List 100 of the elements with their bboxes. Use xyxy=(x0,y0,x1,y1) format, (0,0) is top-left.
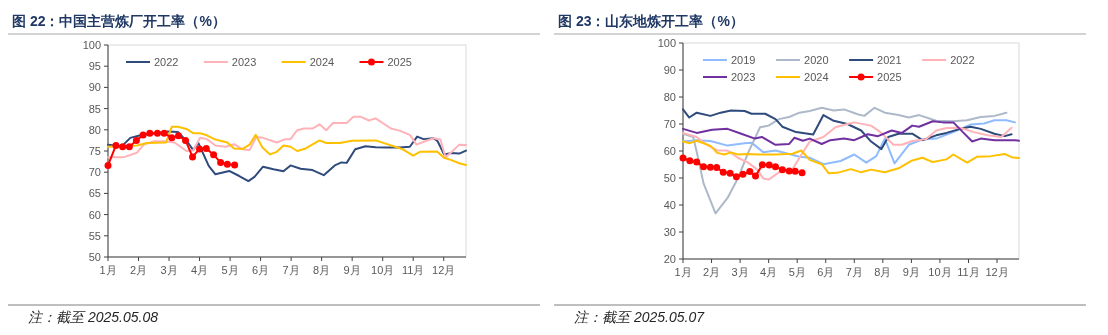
x-tick-label: 7月 xyxy=(845,266,863,278)
x-tick-label: 3月 xyxy=(160,264,178,276)
point xyxy=(112,141,120,149)
x-tick-label: 4月 xyxy=(760,266,778,278)
x-tick-label: 7月 xyxy=(282,264,300,276)
line-series xyxy=(682,106,1008,215)
point xyxy=(210,151,218,159)
y-tick-label: 65 xyxy=(88,187,101,200)
y-tick-label: 95 xyxy=(88,60,101,73)
chart-title: 图 23：山东地炼开工率（%） xyxy=(558,13,744,29)
point xyxy=(125,143,133,151)
point xyxy=(758,161,766,169)
point xyxy=(791,167,799,175)
line-series xyxy=(107,125,467,166)
x-tick-label: 5月 xyxy=(788,266,806,278)
legend-label: 2021 xyxy=(877,54,902,66)
x-tick-label: 11月 xyxy=(401,264,425,276)
x-tick-label: 6月 xyxy=(817,266,835,278)
point xyxy=(139,131,147,139)
point xyxy=(713,163,721,171)
legend-label: 2022 xyxy=(154,56,179,68)
x-tick-label: 12月 xyxy=(432,264,456,276)
point xyxy=(223,160,231,168)
x-tick-label: 12月 xyxy=(985,266,1009,278)
point xyxy=(693,158,701,166)
point xyxy=(765,161,773,169)
point xyxy=(168,134,176,142)
y-tick-label: 60 xyxy=(88,208,101,221)
chart-title: 图 22：中国主营炼厂开工率（%） xyxy=(12,13,226,29)
line-series xyxy=(107,115,467,159)
x-tick-label: 8月 xyxy=(313,264,331,276)
point xyxy=(732,173,740,181)
y-tick-label: 90 xyxy=(88,81,101,94)
legend-label: 2025 xyxy=(387,56,412,68)
y-tick-label: 55 xyxy=(88,229,101,242)
y-tick-label: 50 xyxy=(88,251,101,263)
point xyxy=(679,154,687,162)
point xyxy=(700,163,708,171)
legend-label: 2025 xyxy=(877,71,902,83)
point xyxy=(202,144,210,152)
y-tick-label: 80 xyxy=(663,91,676,103)
legend-label: 2022 xyxy=(950,54,975,66)
line-series xyxy=(682,108,1013,151)
y-tick-label: 40 xyxy=(663,199,676,211)
y-tick-label: 85 xyxy=(88,102,101,115)
x-tick-label: 11月 xyxy=(957,266,980,278)
x-tick-label: 1月 xyxy=(99,264,117,276)
x-tick-label: 10月 xyxy=(928,266,952,278)
point xyxy=(146,129,154,137)
legend-label: 2024 xyxy=(309,56,335,68)
legend-label: 2023 xyxy=(731,71,756,83)
point xyxy=(153,129,161,137)
y-tick-label: 50 xyxy=(663,172,676,184)
point xyxy=(785,167,793,175)
point xyxy=(104,161,112,169)
x-tick-label: 3月 xyxy=(731,266,749,278)
x-tick-label: 9月 xyxy=(343,264,361,276)
legend-label: 2024 xyxy=(804,71,829,83)
line-series xyxy=(107,130,467,183)
point xyxy=(706,163,714,171)
y-tick-label: 70 xyxy=(663,118,676,130)
point xyxy=(160,129,168,137)
point xyxy=(119,143,127,151)
point xyxy=(719,168,727,176)
y-tick-label: 100 xyxy=(82,39,101,51)
y-tick-label: 70 xyxy=(88,166,101,179)
point xyxy=(798,169,806,177)
y-tick-label: 60 xyxy=(663,145,676,157)
point xyxy=(231,161,239,169)
point xyxy=(217,158,225,166)
x-tick-label: 5月 xyxy=(221,264,239,276)
legend-label: 2023 xyxy=(231,56,257,68)
x-tick-label: 10月 xyxy=(371,264,395,276)
point xyxy=(132,136,140,144)
point xyxy=(686,157,694,165)
line-series xyxy=(682,119,1016,166)
x-tick-label: 2月 xyxy=(702,266,721,278)
point xyxy=(739,170,747,178)
point xyxy=(771,163,779,171)
x-tick-label: 9月 xyxy=(902,266,920,278)
text: 注：截至 2025.05.08 xyxy=(28,309,159,325)
line-series xyxy=(682,139,1020,175)
legend-label: 2019 xyxy=(731,54,756,66)
line-series xyxy=(682,121,1013,181)
line-series xyxy=(682,120,1020,146)
y-tick-label: 20 xyxy=(663,253,676,265)
x-tick-label: 8月 xyxy=(874,266,892,278)
x-tick-label: 1月 xyxy=(674,266,692,278)
point xyxy=(752,172,760,180)
y-tick-label: 75 xyxy=(88,145,101,157)
point xyxy=(196,145,204,153)
point xyxy=(189,153,197,161)
point xyxy=(778,166,786,174)
x-tick-label: 4月 xyxy=(191,264,209,276)
y-tick-label: 80 xyxy=(88,123,101,136)
y-tick-label: 30 xyxy=(663,226,676,238)
point xyxy=(726,169,734,177)
text: 注：截至 2025.05.07 xyxy=(574,309,706,325)
point xyxy=(746,168,754,176)
y-tick-label: 100 xyxy=(657,37,676,49)
